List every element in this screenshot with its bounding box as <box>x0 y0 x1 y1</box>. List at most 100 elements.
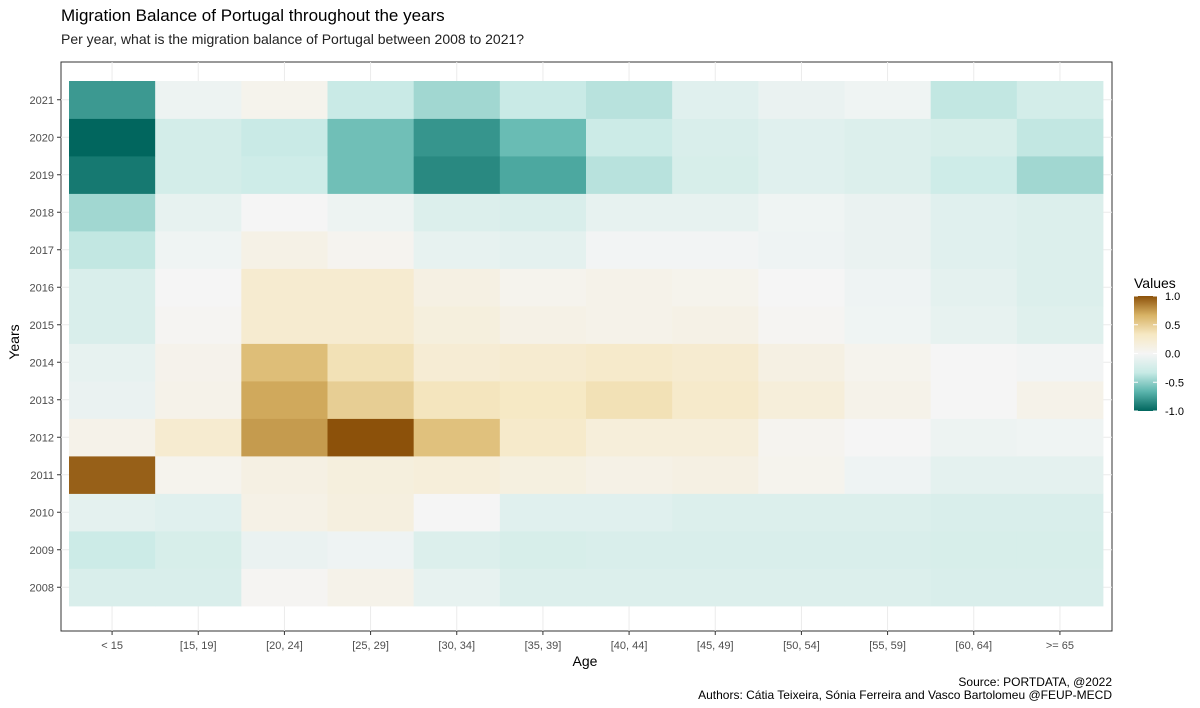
heatmap-cell <box>241 343 328 382</box>
y-tick-label: 2017 <box>30 245 54 257</box>
heatmap-cell <box>586 381 673 419</box>
legend-tick-label: -0.5 <box>1165 377 1184 389</box>
heatmap-cell <box>69 81 156 119</box>
heatmap-cell <box>586 568 673 607</box>
heatmap-cell <box>758 193 845 232</box>
heatmap-cell <box>69 493 156 532</box>
heatmap-cell <box>586 531 673 569</box>
chart-subtitle: Per year, what is the migration balance … <box>61 31 525 47</box>
heatmap-cell <box>413 343 501 382</box>
heatmap-cell <box>499 343 587 382</box>
heatmap-cell <box>327 193 415 232</box>
heatmap-cell <box>69 193 156 232</box>
heatmap-cell <box>327 531 415 569</box>
heatmap-cell <box>586 231 673 269</box>
heatmap-cell <box>758 81 845 119</box>
heatmap-cell <box>930 81 1018 119</box>
heatmap-cell <box>413 493 501 532</box>
heatmap-cell <box>1016 156 1104 194</box>
heatmap-cell <box>155 493 242 532</box>
heatmap-cell <box>930 568 1018 607</box>
y-tick-label: 2018 <box>30 207 54 219</box>
heatmap-cell <box>413 456 501 494</box>
heatmap-cell <box>586 268 673 307</box>
heatmap-cell <box>499 568 587 607</box>
heatmap-cell <box>241 231 328 269</box>
y-axis-ticks: 2008 2009 2010 2011 2012 2013 2014 2015 2016 2017… <box>30 95 61 594</box>
heatmap-cell <box>241 193 328 232</box>
heatmap-cell <box>499 231 587 269</box>
heatmap-cell <box>672 193 759 232</box>
heatmap-cell <box>155 193 242 232</box>
x-tick-label: [55, 59] <box>869 640 906 652</box>
x-tick-label: [40, 44] <box>611 640 648 652</box>
legend-tick-label: 1.0 <box>1165 291 1180 303</box>
heatmap-cell <box>844 493 932 532</box>
heatmap-cell <box>844 343 932 382</box>
heatmap-cell <box>241 381 328 419</box>
heatmap-cell <box>844 381 932 419</box>
heatmap-cell <box>499 193 587 232</box>
heatmap-cell <box>69 306 156 344</box>
heatmap-cell <box>672 231 759 269</box>
heatmap-cell <box>758 493 845 532</box>
heatmap-cell <box>69 531 156 569</box>
heatmap-cell <box>69 118 156 157</box>
heatmap-cell <box>586 418 673 457</box>
heatmap-cell <box>327 268 415 307</box>
heatmap-cell <box>241 156 328 194</box>
heatmap-cell <box>758 231 845 269</box>
y-tick-label: 2020 <box>30 132 54 144</box>
heatmap-cell <box>758 118 845 157</box>
heatmap-cell <box>672 568 759 607</box>
heatmap-cell <box>758 268 845 307</box>
heatmap-cell <box>930 418 1018 457</box>
x-tick-label: [45, 49] <box>697 640 734 652</box>
heatmap-cell <box>69 418 156 457</box>
heatmap-cell <box>155 156 242 194</box>
heatmap-cell <box>413 268 501 307</box>
heatmap-cell <box>930 493 1018 532</box>
heatmap-cell <box>844 531 932 569</box>
heatmap-cell <box>499 268 587 307</box>
heatmap-cell <box>499 493 587 532</box>
heatmap-cell <box>758 568 845 607</box>
heatmap-cell <box>69 231 156 269</box>
x-tick-label: [30, 34] <box>438 640 475 652</box>
heatmap-cell <box>844 418 932 457</box>
heatmap-cell <box>930 156 1018 194</box>
y-tick-label: 2014 <box>30 357 54 369</box>
heatmap-cell <box>241 531 328 569</box>
legend-tick-label: -1.0 <box>1165 406 1184 418</box>
heatmap-cell <box>155 456 242 494</box>
y-tick-label: 2011 <box>30 470 54 482</box>
heatmap-cell <box>586 306 673 344</box>
heatmap-cell <box>758 156 845 194</box>
x-tick-label: [35, 39] <box>525 640 562 652</box>
legend-title: Values <box>1134 275 1176 291</box>
heatmap-cell <box>844 193 932 232</box>
heatmap-cell <box>499 456 587 494</box>
heatmap-cell <box>844 568 932 607</box>
x-axis-label: Age <box>573 653 598 669</box>
heatmap-cell <box>930 343 1018 382</box>
heatmap-cell <box>1016 568 1104 607</box>
y-tick-label: 2013 <box>30 395 54 407</box>
heatmap-cells <box>69 81 1104 607</box>
heatmap-cell <box>327 118 415 157</box>
heatmap-cell <box>241 493 328 532</box>
heatmap-cell <box>930 268 1018 307</box>
heatmap-cell <box>930 231 1018 269</box>
heatmap-cell <box>69 156 156 194</box>
heatmap-cell <box>672 531 759 569</box>
heatmap-cell <box>155 531 242 569</box>
heatmap-cell <box>1016 456 1104 494</box>
heatmap-cell <box>586 156 673 194</box>
legend-tick-label: 0.0 <box>1165 349 1180 361</box>
heatmap-cell <box>1016 381 1104 419</box>
heatmap-cell <box>241 418 328 457</box>
heatmap-cell <box>327 456 415 494</box>
heatmap-cell <box>1016 118 1104 157</box>
heatmap-cell <box>758 306 845 344</box>
